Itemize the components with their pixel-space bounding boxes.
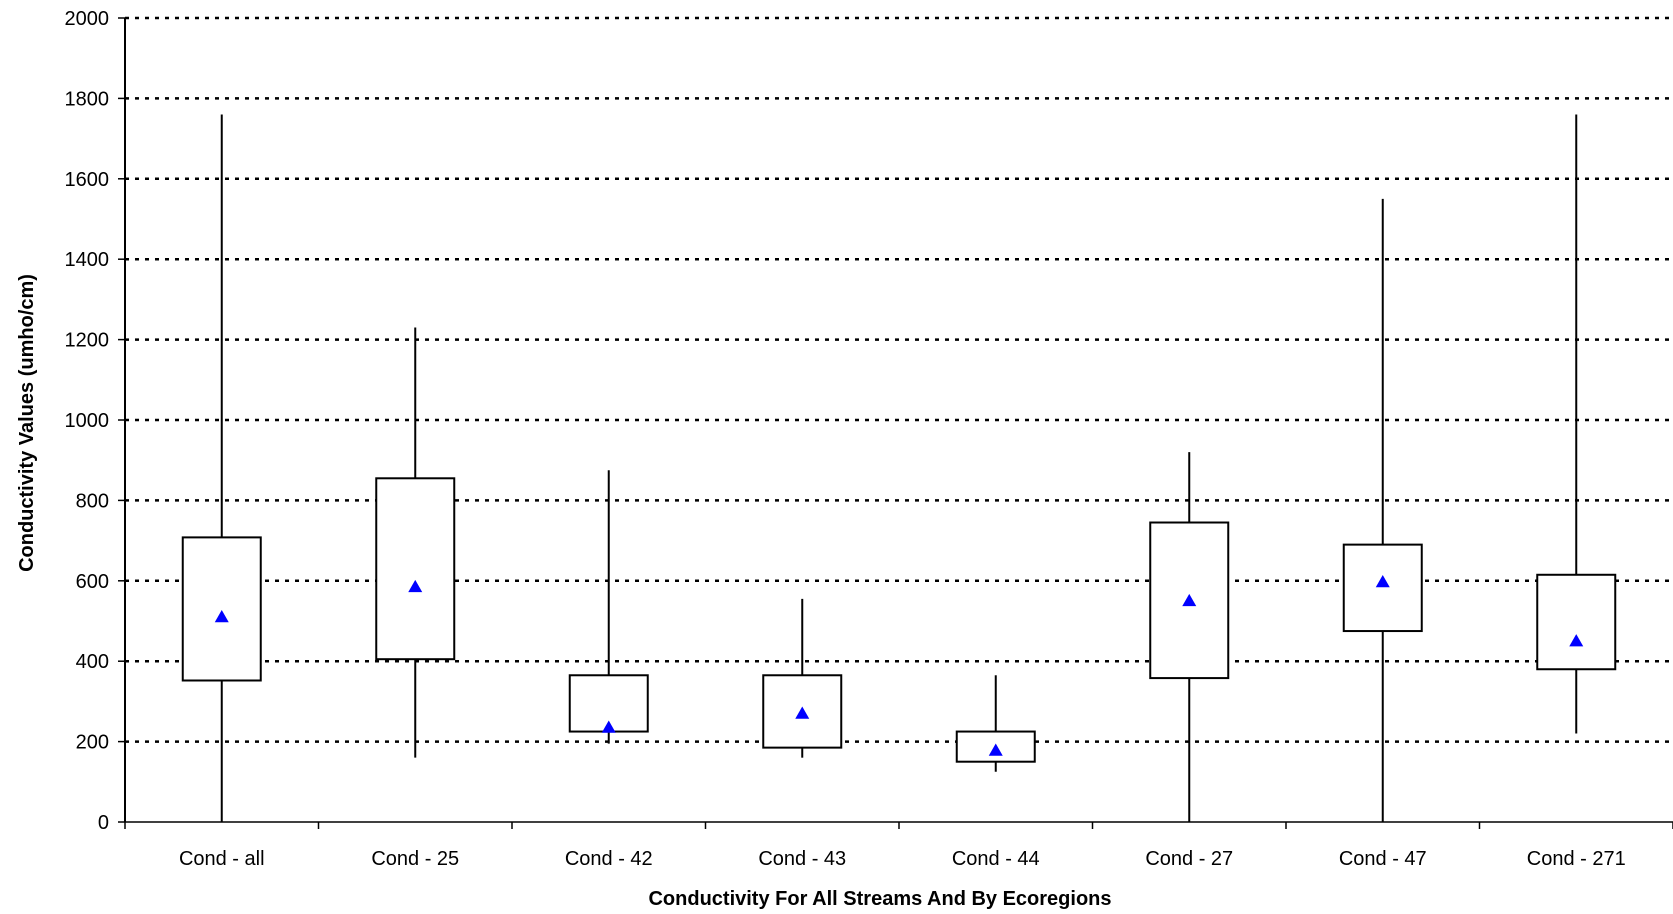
y-tick-label: 1800 bbox=[65, 88, 110, 110]
x-tick-label: Cond - 25 bbox=[371, 848, 459, 870]
y-tick-label: 800 bbox=[76, 490, 109, 512]
y-tick-label: 1200 bbox=[65, 330, 110, 352]
x-tick-label: Cond - 47 bbox=[1339, 848, 1427, 870]
mean-marker bbox=[1569, 634, 1584, 647]
box-group bbox=[375, 327, 456, 758]
box-group bbox=[568, 470, 649, 744]
boxes bbox=[181, 114, 1617, 822]
x-axis-ticks: Cond - all Cond - 25 Cond - 42 Cond - 43 Con… bbox=[124, 822, 1673, 870]
y-tick-label: 1400 bbox=[65, 249, 110, 271]
box-group bbox=[181, 114, 262, 822]
mean-marker bbox=[1182, 593, 1197, 607]
box-iqr bbox=[375, 477, 456, 661]
box-group bbox=[955, 675, 1036, 772]
y-tick-label: 1600 bbox=[65, 169, 110, 191]
box-iqr bbox=[181, 536, 262, 682]
mean-marker bbox=[601, 720, 616, 733]
x-tick-label: Cond - all bbox=[179, 848, 265, 870]
box-group bbox=[1342, 198, 1423, 822]
y-tick-label: 200 bbox=[76, 732, 109, 754]
box-iqr bbox=[762, 674, 843, 749]
box-group bbox=[1149, 452, 1230, 822]
mean-marker bbox=[795, 706, 810, 719]
y-tick-label: 2000 bbox=[65, 8, 110, 30]
box-group bbox=[1536, 114, 1617, 734]
x-tick-label: Cond - 27 bbox=[1145, 848, 1233, 870]
y-axis-title: Conductivity Values (umho/cm) bbox=[16, 274, 38, 572]
box-group bbox=[762, 598, 843, 758]
box-iqr bbox=[1536, 573, 1617, 671]
x-axis-title: Conductivity For All Streams And By Ecor… bbox=[648, 888, 1111, 910]
x-tick-label: Cond - 43 bbox=[758, 848, 846, 870]
mean-marker bbox=[988, 743, 1003, 756]
y-tick-label: 1000 bbox=[65, 410, 110, 432]
y-tick-label: 400 bbox=[76, 651, 109, 673]
x-tick-label: Cond - 271 bbox=[1527, 848, 1626, 870]
mean-marker bbox=[214, 609, 229, 623]
mean-marker bbox=[408, 579, 423, 593]
y-tick-label: 600 bbox=[76, 571, 109, 593]
y-axis-ticks: 0 200 400 600 800 1000 1200 1400 1600 1800 2000 bbox=[65, 8, 125, 834]
x-tick-label: Cond - 42 bbox=[565, 848, 653, 870]
y-tick-label: 0 bbox=[98, 812, 109, 834]
x-tick-label: Cond - 44 bbox=[952, 848, 1040, 870]
gridlines bbox=[125, 16, 1673, 743]
mean-marker bbox=[1375, 575, 1390, 588]
box-iqr bbox=[1342, 543, 1423, 633]
